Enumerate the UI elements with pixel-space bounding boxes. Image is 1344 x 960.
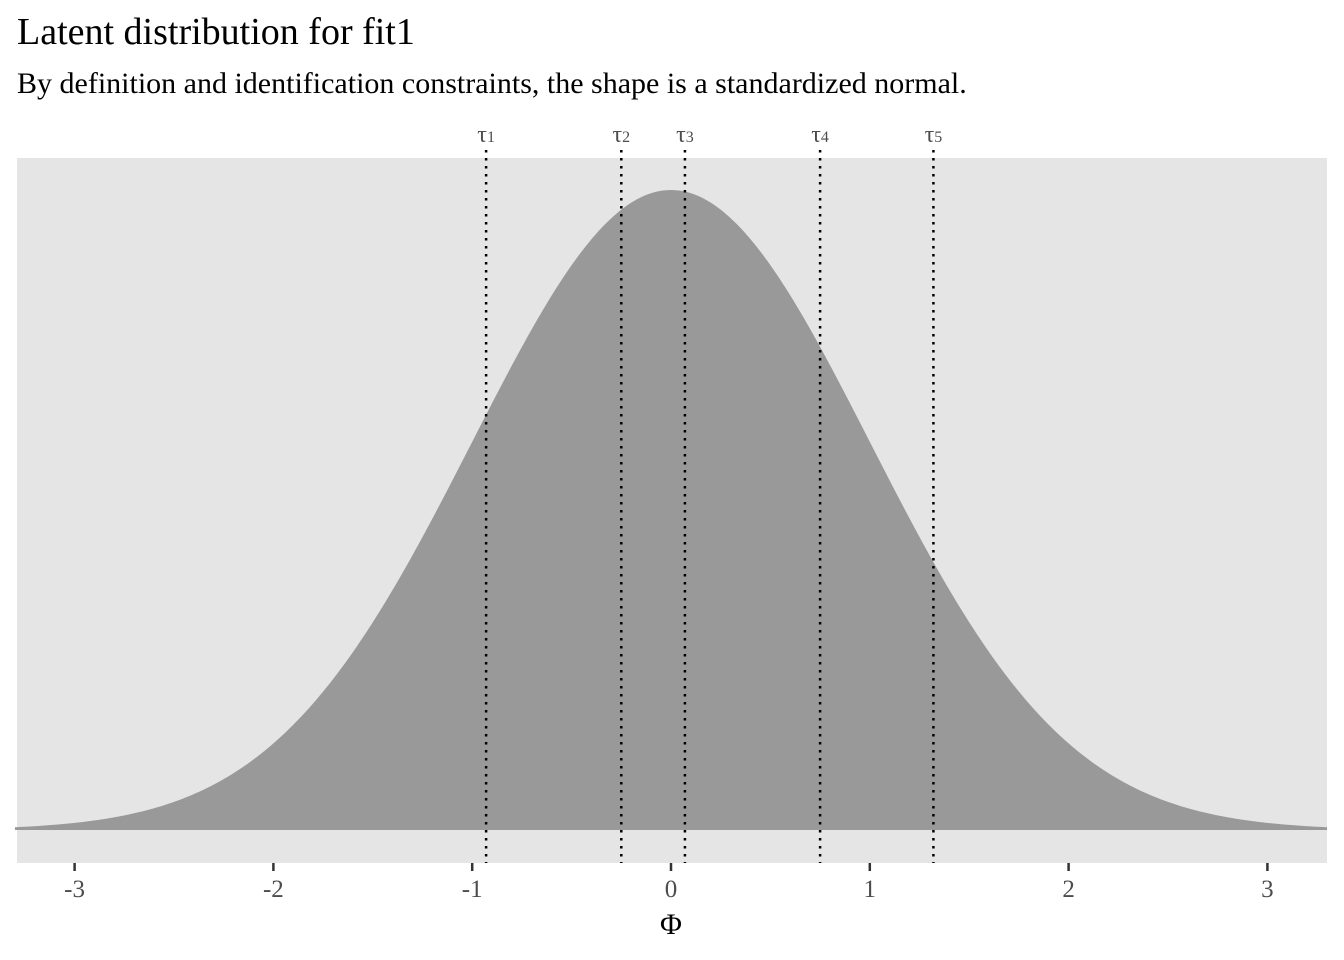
threshold-symbol: τ	[612, 122, 622, 148]
chart-subtitle: By definition and identification constra…	[17, 67, 967, 100]
threshold-labels: τ1 τ2 τ3 τ4 τ5	[477, 122, 942, 148]
x-tick-label: 0	[665, 876, 678, 903]
x-tick-label: -3	[64, 876, 85, 903]
threshold-index: 2	[622, 129, 630, 146]
x-tick-label: 3	[1261, 876, 1274, 903]
threshold-index: 1	[487, 129, 495, 146]
threshold-index: 3	[686, 129, 694, 146]
x-tick-label: -2	[263, 876, 284, 903]
x-tick-label: 2	[1062, 876, 1075, 903]
threshold-label-tau3: τ3	[676, 122, 694, 148]
threshold-index: 5	[934, 129, 942, 146]
threshold-symbol: τ	[676, 122, 686, 148]
x-tick-label: -1	[462, 876, 483, 903]
threshold-label-tau5: τ5	[925, 122, 943, 148]
threshold-label-tau2: τ2	[612, 122, 630, 148]
threshold-label-tau1: τ1	[477, 122, 495, 148]
x-axis: -3 -2 -1 0 1 2 3	[64, 863, 1274, 903]
threshold-lines	[484, 150, 935, 863]
x-axis-title: Φ	[660, 908, 682, 941]
threshold-symbol: τ	[925, 122, 935, 148]
threshold-label-tau4: τ4	[811, 122, 829, 148]
x-tick-label: 1	[864, 876, 877, 903]
threshold-index: 4	[821, 129, 829, 146]
threshold-symbol: τ	[811, 122, 821, 148]
chart-title: Latent distribution for fit1	[17, 11, 415, 53]
density-area	[14, 190, 1328, 830]
threshold-symbol: τ	[477, 122, 487, 148]
